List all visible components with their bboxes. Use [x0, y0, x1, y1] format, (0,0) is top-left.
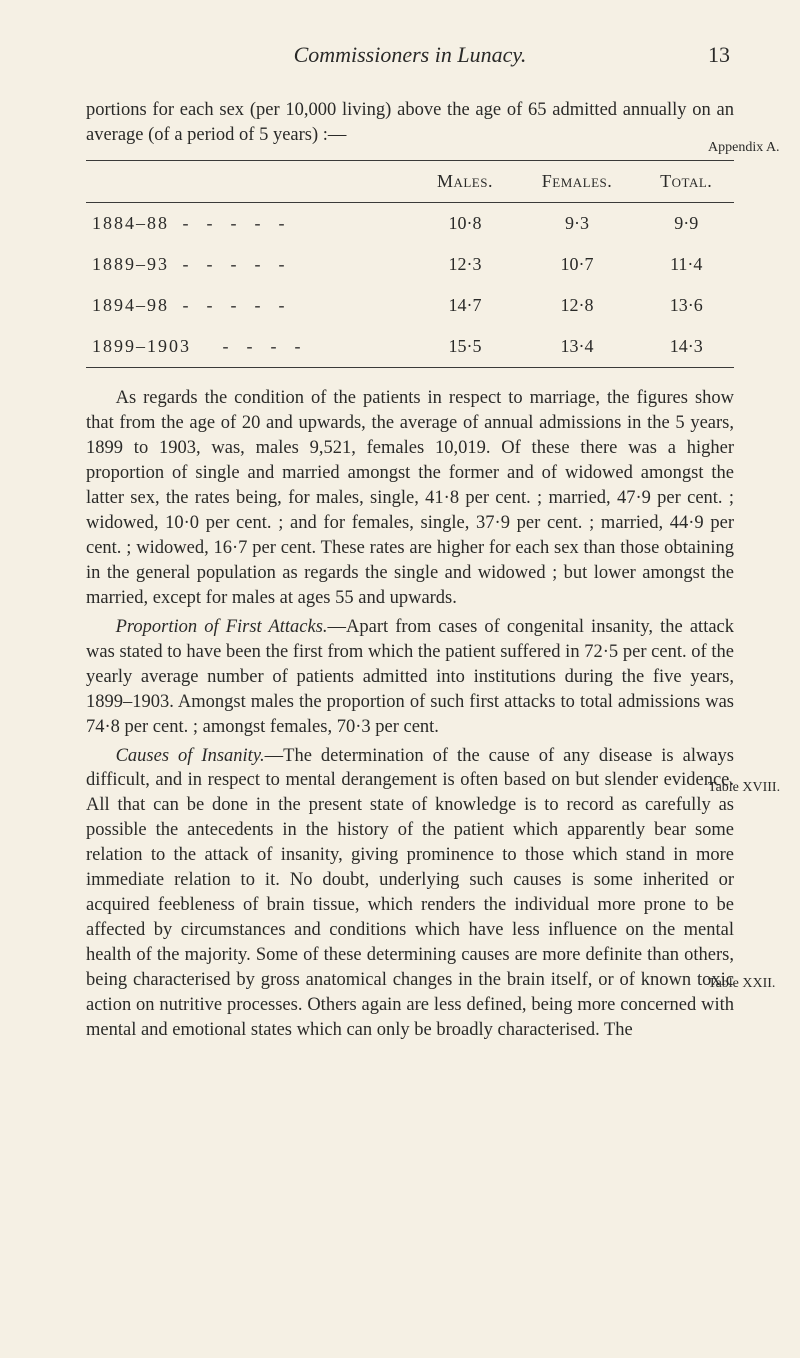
body-paragraph-3: Causes of Insanity.—The determination of…: [86, 744, 734, 1044]
intro-paragraph: portions for each sex (per 10,000 living…: [86, 98, 734, 148]
running-title: Commissioners in Lunacy.: [134, 42, 686, 68]
row-label: 1899–1903: [86, 326, 414, 368]
cell: 10·8: [414, 202, 515, 244]
cell: 15·5: [414, 326, 515, 368]
page-number: 13: [686, 42, 730, 68]
row-label: 1889–93: [86, 244, 414, 285]
body-paragraph-2: Proportion of First Attacks.—Apart from …: [86, 615, 734, 740]
col-total: Total.: [638, 160, 734, 202]
cell: 9·3: [516, 202, 639, 244]
cell: 14·3: [638, 326, 734, 368]
margin-note-table-xviii: Table XVIII.: [708, 780, 786, 797]
col-females: Females.: [516, 160, 639, 202]
cell: 13·4: [516, 326, 639, 368]
col-stub: [86, 160, 414, 202]
table-row: 1899–1903 15·5 13·4 14·3: [86, 326, 734, 368]
cell: 10·7: [516, 244, 639, 285]
row-label: 1884–88: [86, 202, 414, 244]
cell: 13·6: [638, 285, 734, 326]
page-header: Commissioners in Lunacy. 13: [86, 42, 734, 68]
runin-heading: Proportion of First Attacks.: [116, 617, 328, 637]
stats-table: Males. Females. Total. 1884–88 10·8 9·3 …: [86, 160, 734, 368]
table-header-row: Males. Females. Total.: [86, 160, 734, 202]
col-males: Males.: [414, 160, 515, 202]
cell: 12·8: [516, 285, 639, 326]
table-row: 1889–93 12·3 10·7 11·4: [86, 244, 734, 285]
body-paragraph-1: As regards the condition of the patients…: [86, 386, 734, 611]
cell: 12·3: [414, 244, 515, 285]
paragraph-text: —The determination of the cause of any d…: [86, 746, 734, 1041]
runin-heading: Causes of Insanity.: [116, 746, 265, 766]
cell: 14·7: [414, 285, 515, 326]
margin-note-appendix: Appendix A.: [708, 140, 786, 157]
cell: 9·9: [638, 202, 734, 244]
row-label: 1894–98: [86, 285, 414, 326]
table-row: 1884–88 10·8 9·3 9·9: [86, 202, 734, 244]
table-row: 1894–98 14·7 12·8 13·6: [86, 285, 734, 326]
margin-note-table-xxii: Table XXII.: [708, 976, 786, 993]
cell: 11·4: [638, 244, 734, 285]
